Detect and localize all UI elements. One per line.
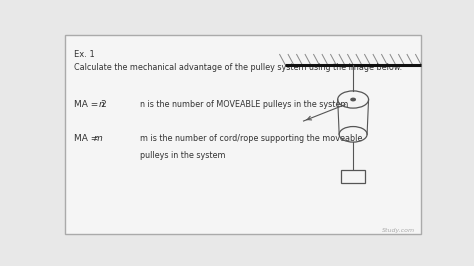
Text: pulleys in the system: pulleys in the system (140, 151, 226, 160)
Text: Calculate the mechanical advantage of the pulley system using the image below.: Calculate the mechanical advantage of th… (74, 63, 402, 72)
Text: MA =: MA = (74, 134, 101, 143)
Text: Ex. 1: Ex. 1 (74, 50, 95, 59)
Bar (341, 170, 365, 184)
Circle shape (351, 98, 356, 101)
Text: m is the number of cord/rope supporting the moveable: m is the number of cord/rope supporting … (140, 134, 363, 143)
Text: MA = 2: MA = 2 (74, 99, 107, 109)
Text: n: n (99, 99, 105, 109)
Text: Study.com: Study.com (383, 228, 416, 233)
Text: n is the number of MOVEABLE pulleys in the system: n is the number of MOVEABLE pulleys in t… (140, 99, 348, 109)
Text: m: m (93, 134, 102, 143)
FancyBboxPatch shape (65, 35, 421, 234)
